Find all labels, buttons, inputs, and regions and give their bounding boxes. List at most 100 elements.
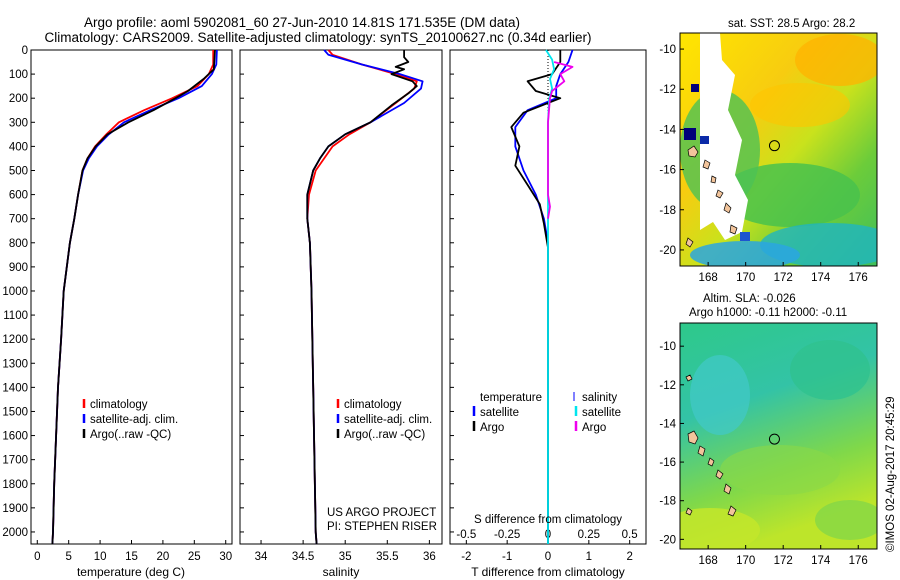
lon-tick-label: 168 — [699, 272, 718, 284]
lon-tick-label: 176 — [849, 555, 868, 567]
s-tick-label: 0.25 — [578, 529, 600, 541]
t-difference-xlabel: T difference from climatology — [471, 565, 625, 579]
x-tick-label: 10 — [94, 551, 107, 563]
depth-tick-label: 600 — [9, 190, 28, 202]
project-credit: US ARGO PROJECT — [327, 507, 436, 519]
sst-field — [680, 33, 877, 266]
depth-tick-label: 1300 — [2, 358, 28, 370]
sst-map-title: sat. SST: 28.5 Argo: 28.2 — [728, 18, 855, 30]
argo-location-marker — [768, 433, 780, 445]
lat-tick-label: -10 — [659, 341, 676, 353]
s-difference-xlabel: S difference from climatology — [474, 514, 622, 526]
depth-tick-label: 1600 — [2, 431, 28, 443]
legend-label-satellite: satellite-adj. clim. — [90, 414, 178, 426]
sla-map-title-line2: Argo h1000: -0.11 h2000: -0.11 — [689, 307, 847, 319]
series-line-climatology — [306, 49, 418, 545]
temperature-plot-frame — [30, 49, 233, 545]
x-tick-label: 35.5 — [376, 551, 398, 563]
series-line-satellite-adj-clim- — [51, 49, 218, 545]
x-tick-label: 30 — [219, 551, 232, 563]
depth-tick-label: 1400 — [2, 382, 28, 394]
lat-tick-label: -16 — [659, 165, 676, 177]
depth-tick-label: 0 — [22, 45, 28, 57]
depth-tick-label: 1100 — [3, 310, 28, 322]
lat-tick-label: -16 — [659, 457, 676, 469]
legend-header-salinity: salinity — [582, 392, 617, 404]
lon-tick-label: 172 — [774, 272, 793, 284]
depth-tick-label: 1000 — [2, 286, 28, 298]
series-line-temperature-satellite — [514, 49, 574, 544]
salinity-plot-frame — [239, 49, 443, 545]
x-tick-label: 36 — [423, 551, 436, 563]
depth-tick-label: 300 — [9, 117, 28, 129]
x-tick-label: -2 — [461, 551, 471, 563]
legend-label-satellite: satellite-adj. clim. — [344, 414, 432, 426]
pi-credit: PI: STEPHEN RISER — [327, 521, 437, 533]
depth-tick-label: 1800 — [2, 479, 28, 491]
difference-legend: temperature salinity satellite Argo sate… — [472, 392, 621, 434]
legend-label-argo: Argo(..raw -QC) — [90, 429, 171, 441]
depth-tick-label: 1500 — [2, 406, 28, 418]
x-tick-label: 2 — [626, 551, 632, 563]
depth-tick-label: 800 — [9, 238, 28, 250]
legend-label-s-argo: Argo — [582, 422, 606, 434]
x-tick-label: 34.5 — [292, 551, 314, 563]
imos-timestamp: ©IMOS 02-Aug-2017 20:45:29 — [885, 396, 897, 552]
series-line-climatology — [51, 50, 215, 545]
x-tick-label: 25 — [188, 551, 201, 563]
x-tick-label: 0 — [34, 551, 40, 563]
depth-tick-label: 1900 — [2, 503, 28, 515]
x-tick-label: -1 — [502, 551, 512, 563]
x-tick-label: 0 — [545, 551, 551, 563]
salinity-panel: 34 34.5 35 35.5 36 salinity climatology sate… — [239, 49, 443, 579]
depth-tick-label: 1200 — [2, 334, 28, 346]
temperature-xlabel: temperature (deg C) — [77, 565, 185, 579]
lon-tick-label: 172 — [774, 555, 793, 567]
x-tick-label: 34 — [255, 551, 268, 563]
lat-tick-label: -18 — [659, 496, 676, 508]
salinity-legend: climatology satellite-adj. clim. Argo(..… — [336, 399, 432, 441]
x-tick-label: 1 — [586, 551, 592, 563]
lat-tick-label: -14 — [659, 124, 676, 136]
sla-map-title-line1: Altim. SLA: -0.026 — [703, 293, 796, 305]
lat-tick-label: -12 — [659, 380, 676, 392]
s-tick-label: -0.5 — [456, 529, 476, 541]
figure-title-line2: Climatology: CARS2009. Satellite-adjuste… — [44, 30, 591, 45]
depth-tick-label: 1700 — [2, 455, 28, 467]
sst-map-panel: sat. SST: 28.5 Argo: 28.2 168 170 172 174 17… — [659, 18, 878, 284]
lat-tick-label: -12 — [659, 84, 676, 96]
lon-tick-label: 174 — [811, 272, 831, 284]
legend-label-t-argo: Argo — [480, 422, 504, 434]
depth-tick-label: 700 — [9, 214, 28, 226]
sst-map-frame — [679, 32, 878, 267]
x-tick-label: 20 — [157, 551, 170, 563]
depth-tick-label: 100 — [9, 69, 28, 81]
lat-tick-label: -14 — [659, 418, 676, 430]
depth-tick-label: 900 — [9, 262, 28, 274]
argo-location-marker — [768, 140, 780, 152]
legend-label-climatology: climatology — [344, 399, 402, 411]
legend-header-temperature: temperature — [480, 392, 542, 404]
sla-map-panel: Altim. SLA: -0.026 Argo h1000: -0.11 h20… — [659, 293, 878, 567]
series-line-argo — [306, 50, 418, 545]
depth-tick-label: 500 — [9, 165, 28, 177]
legend-label-t-satellite: satellite — [480, 407, 519, 419]
legend-label-s-satellite: satellite — [582, 407, 621, 419]
difference-panel: -2 -1 0 1 2-0.5 -0.25 0 0.25 0.5 S difference fr… — [449, 49, 647, 579]
lon-tick-label: 174 — [811, 555, 831, 567]
sla-field — [680, 323, 877, 549]
x-tick-label: 5 — [65, 551, 71, 563]
depth-tick-label: 200 — [9, 93, 28, 105]
x-tick-label: 15 — [125, 551, 138, 563]
figure-title-line1: Argo profile: aoml 5902081_60 27-Jun-201… — [84, 15, 520, 30]
depth-tick-label: 2000 — [2, 527, 28, 539]
temperature-panel: 0100200300400500600700800900100011001200… — [2, 45, 233, 579]
depth-tick-label: 400 — [9, 141, 28, 153]
lat-tick-label: -20 — [659, 534, 676, 546]
series-line-temperature-argo — [510, 50, 562, 544]
temperature-legend: climatology satellite-adj. clim. Argo(..… — [82, 399, 178, 441]
series-line-salinity-argo — [547, 61, 574, 219]
lon-tick-label: 170 — [736, 272, 755, 284]
s-tick-label: -0.25 — [494, 529, 520, 541]
x-tick-label: 35 — [339, 551, 352, 563]
